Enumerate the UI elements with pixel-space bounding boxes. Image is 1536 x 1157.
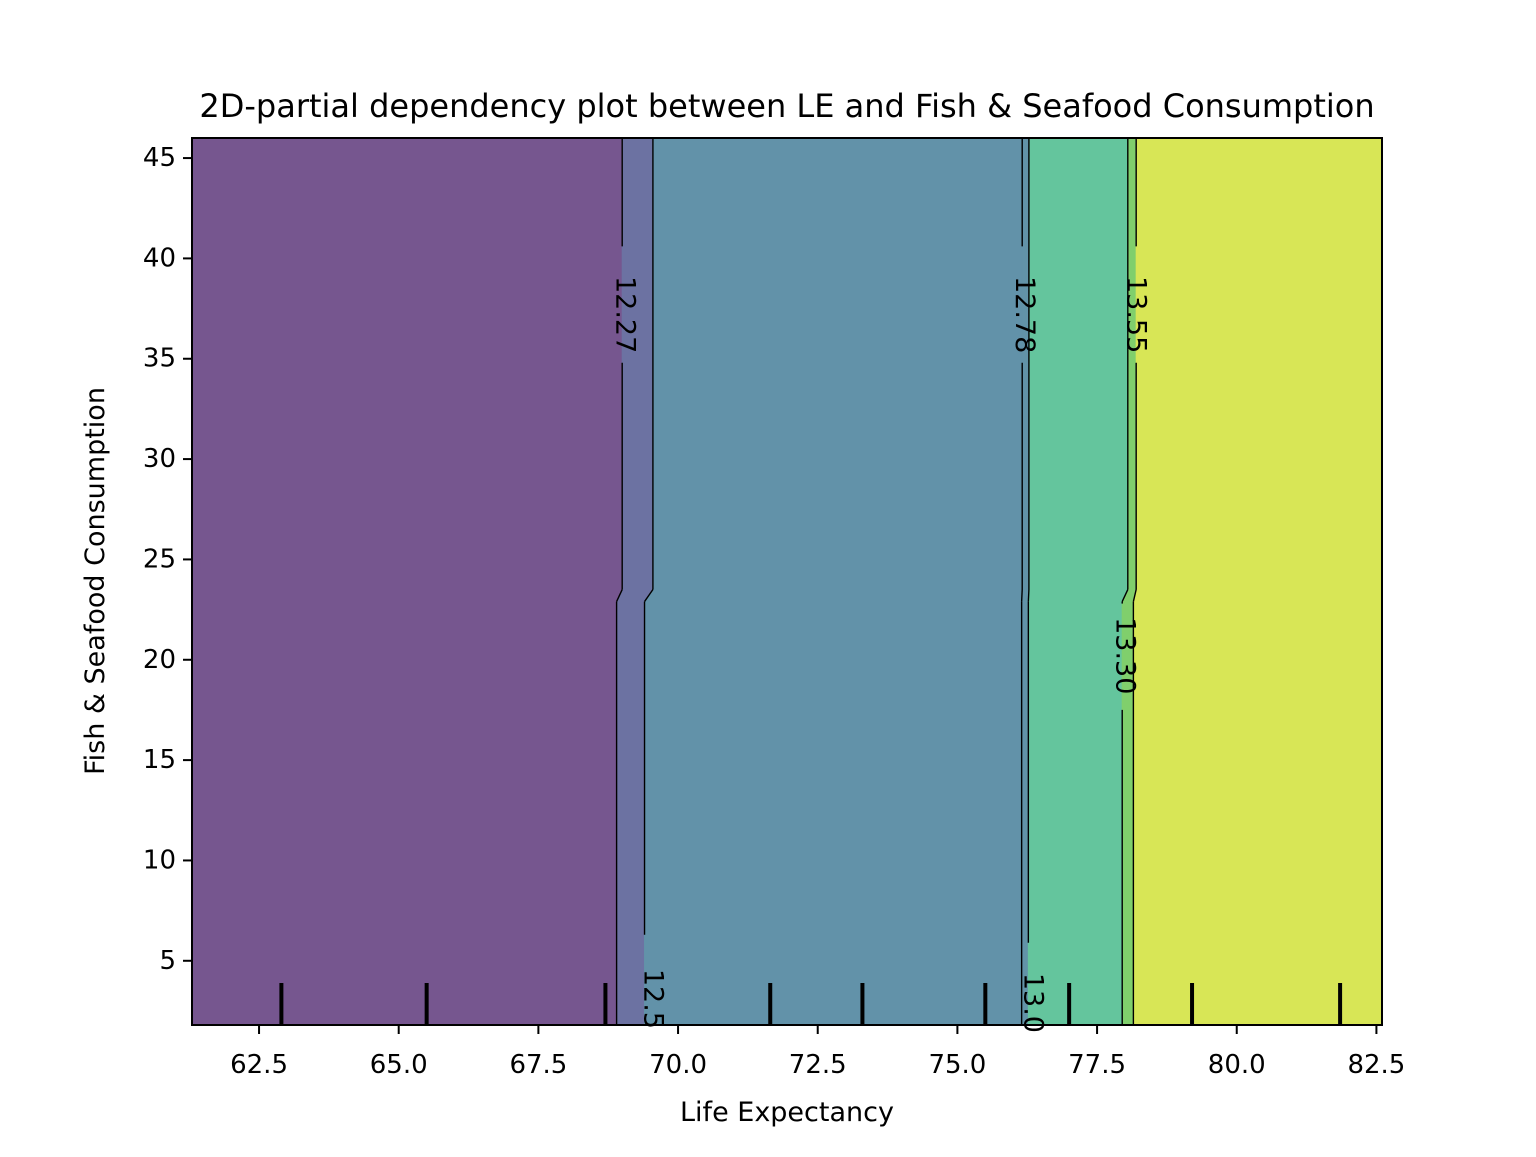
x-axis: 62.5 65.0 67.5 70.0 72.5 75.0 77.5 80.0 82.5 xyxy=(230,1025,1405,1080)
contour-region xyxy=(191,137,623,1026)
contour-regions xyxy=(191,137,1383,1026)
contour-label: 12.5 xyxy=(637,969,668,1029)
y-tick-label: 5 xyxy=(159,946,176,976)
contour-label: 13.30 xyxy=(1110,617,1141,694)
contour-line xyxy=(1121,589,1129,602)
contour-lines xyxy=(615,138,1137,1025)
x-tick-label: 80.0 xyxy=(1208,1050,1266,1080)
contour-line xyxy=(1020,589,1023,602)
contour-line xyxy=(1027,589,1030,602)
contour-line xyxy=(643,589,654,602)
x-tick-label: 75.0 xyxy=(928,1050,986,1080)
contour-line xyxy=(615,589,623,602)
decile-rug xyxy=(279,983,1343,1025)
y-tick-label: 25 xyxy=(143,544,176,574)
plot-frame xyxy=(191,137,1383,1026)
y-tick-label: 10 xyxy=(143,845,176,875)
contour-region xyxy=(1132,137,1383,1026)
x-tick-label: 65.0 xyxy=(370,1050,428,1080)
contour-label: 13.55 xyxy=(1121,276,1152,353)
x-tick-label: 70.0 xyxy=(649,1050,707,1080)
x-tick-label: 77.5 xyxy=(1068,1050,1126,1080)
contour-region xyxy=(1027,137,1129,1026)
y-tick-label: 35 xyxy=(143,344,176,374)
x-tick-label: 62.5 xyxy=(230,1050,288,1080)
chart-title: 2D-partial dependency plot between LE an… xyxy=(199,87,1374,125)
y-tick-label: 45 xyxy=(143,143,176,173)
y-tick-label: 15 xyxy=(143,745,176,775)
contour-label: 12.27 xyxy=(609,276,640,353)
y-axis: 5 10 15 20 25 30 35 40 45 xyxy=(143,143,192,976)
contour-region xyxy=(644,137,1023,1026)
x-tick-label: 72.5 xyxy=(789,1050,847,1080)
y-tick-label: 20 xyxy=(143,645,176,675)
x-tick-label: 67.5 xyxy=(509,1050,567,1080)
y-tick-label: 40 xyxy=(143,243,176,273)
contour-label: 13.0 xyxy=(1017,973,1048,1033)
contour-label: 12.78 xyxy=(1009,276,1040,353)
x-axis-label: Life Expectancy xyxy=(680,1097,894,1128)
x-tick-label: 82.5 xyxy=(1347,1050,1405,1080)
contour-line xyxy=(1132,589,1137,602)
y-tick-label: 30 xyxy=(143,444,176,474)
y-axis-label: Fish & Seafood Consumption xyxy=(80,387,111,775)
contour-labels: 12.27 12.5 12.78 13.0 13.30 13.55 xyxy=(609,276,1151,1033)
